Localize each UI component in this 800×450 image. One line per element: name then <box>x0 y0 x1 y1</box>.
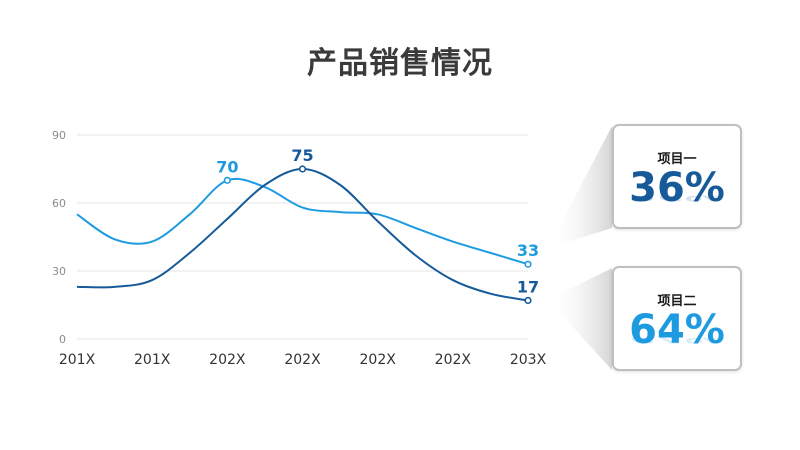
x-tick-label: 202X <box>209 352 246 368</box>
x-tick-label: 201X <box>134 352 171 368</box>
stat-card-2: 项目二 64% 64% <box>612 266 742 371</box>
y-tick-label: 0 <box>59 333 66 346</box>
stat-card-1-label: 项目一 <box>657 152 697 167</box>
x-tick-label: 202X <box>284 352 321 368</box>
data-label: 17 <box>517 277 539 296</box>
chart-title: 产品销售情况 <box>307 46 493 81</box>
stat-card-1-value: 36% <box>629 165 725 211</box>
data-label: 75 <box>291 146 313 165</box>
card-shade-1 <box>548 126 612 248</box>
series-line-1 <box>76 177 529 266</box>
stat-card-2-value: 64% <box>629 307 725 353</box>
card-shade-2 <box>548 268 612 370</box>
x-tick-label: 202X <box>435 352 472 368</box>
data-label: 33 <box>517 241 539 260</box>
x-tick-label: 202X <box>360 352 397 368</box>
y-tick-label: 90 <box>52 129 66 142</box>
data-label: 70 <box>216 157 238 176</box>
data-point <box>524 296 532 305</box>
stat-card-1: 项目一 36% 36% <box>612 124 742 229</box>
data-point <box>524 260 532 268</box>
data-point <box>298 165 307 173</box>
x-tick-label: 201X <box>59 352 96 368</box>
data-point <box>223 176 231 184</box>
y-tick-label: 30 <box>52 265 66 278</box>
stat-card-2-label: 项目二 <box>657 294 697 309</box>
series-line-2 <box>76 167 529 302</box>
x-tick-label: 203X <box>510 352 547 368</box>
y-tick-label: 60 <box>52 197 66 210</box>
